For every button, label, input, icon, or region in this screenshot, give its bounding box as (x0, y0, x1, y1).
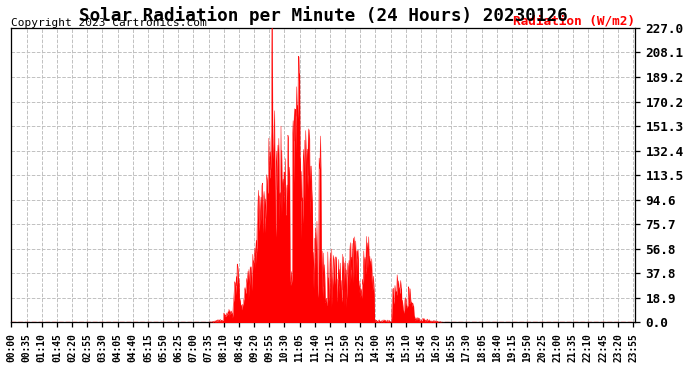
Text: Radiation (W/m2): Radiation (W/m2) (513, 15, 635, 28)
Text: Copyright 2023 Cartronics.com: Copyright 2023 Cartronics.com (12, 18, 207, 28)
Title: Solar Radiation per Minute (24 Hours) 20230126: Solar Radiation per Minute (24 Hours) 20… (79, 6, 568, 25)
